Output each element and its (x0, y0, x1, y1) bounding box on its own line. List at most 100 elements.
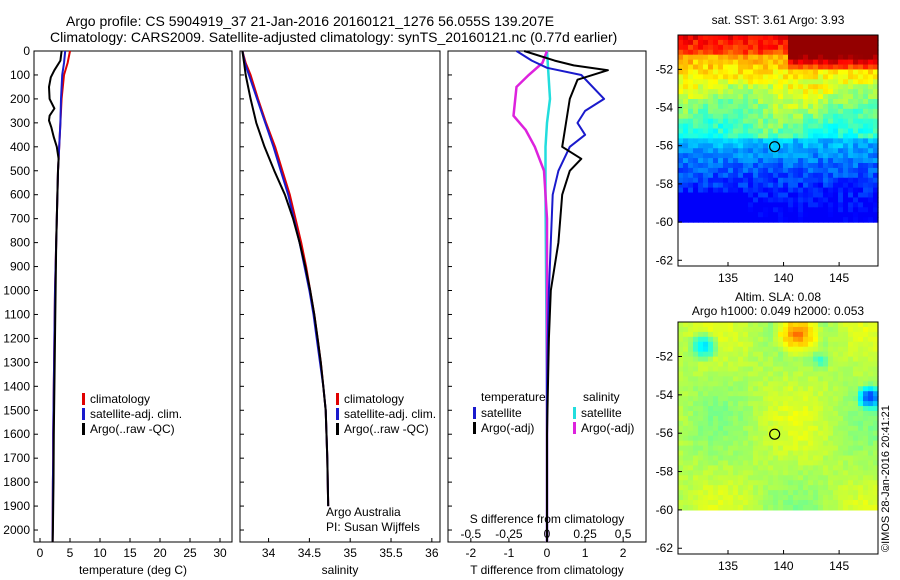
map-cell (723, 381, 729, 387)
map-cell (873, 490, 879, 496)
map-cell (813, 49, 819, 56)
map-cell (848, 326, 854, 333)
map-cell (853, 336, 859, 343)
map-cell (868, 415, 874, 422)
map-cell (873, 470, 879, 476)
map-cell (683, 371, 689, 377)
map-cell (793, 163, 799, 169)
map-cell (833, 128, 839, 135)
map-cell (698, 64, 704, 71)
map-cell (803, 411, 809, 417)
map-cell (748, 197, 754, 203)
map-cell (838, 455, 844, 462)
map-cell (808, 39, 814, 46)
map-cell (823, 35, 829, 41)
map-cell (858, 49, 864, 56)
map-cell (788, 187, 794, 194)
map-cell (698, 79, 704, 85)
map-cell (843, 504, 849, 511)
map-cell (768, 197, 774, 203)
map-cell (858, 445, 864, 452)
map-cell (863, 163, 869, 169)
map-cell (723, 84, 729, 90)
map-cell (833, 381, 839, 387)
map-cell (788, 322, 794, 328)
y-tick-label: 0 (23, 44, 30, 58)
map-cell (773, 366, 779, 373)
map-cell (848, 322, 854, 328)
map-cell (723, 415, 729, 422)
map-cell (818, 455, 824, 462)
map-cell (853, 99, 859, 105)
map-cell (828, 138, 834, 144)
map-cell (863, 485, 869, 491)
map-cell (778, 420, 784, 427)
map-cell (818, 202, 824, 208)
map-cell (723, 202, 729, 208)
map-cell (688, 415, 694, 422)
map-cell (768, 475, 774, 481)
map-cell (718, 455, 724, 462)
map-cell (708, 182, 714, 189)
map-cell (823, 103, 829, 110)
map-cell (778, 113, 784, 120)
map-cell (818, 187, 824, 194)
y-tick-label: 1100 (4, 307, 30, 321)
map-cell (743, 108, 749, 115)
map-cell (793, 361, 799, 368)
map-cell (748, 435, 754, 442)
map-cell (868, 59, 874, 66)
map-cell (803, 108, 809, 115)
map-cell (863, 177, 869, 184)
map-cell (733, 35, 739, 41)
map-cell (868, 366, 874, 373)
map-cell (773, 84, 779, 90)
map-cell (808, 35, 814, 41)
map-cell (848, 177, 854, 184)
map-cell (808, 217, 814, 223)
map-cell (783, 326, 789, 333)
map-cell (873, 167, 879, 174)
map-cell (723, 396, 729, 402)
map-cell (808, 346, 814, 353)
map-cell (783, 207, 789, 213)
map-cell (728, 415, 734, 422)
map-cell (848, 167, 854, 174)
map-cell (828, 331, 834, 338)
map-cell (813, 113, 819, 120)
map-cell (788, 500, 794, 506)
map-cell (788, 103, 794, 110)
map-cell (823, 356, 829, 363)
map-cell (768, 64, 774, 71)
map-cell (753, 148, 759, 154)
map-cell (718, 490, 724, 496)
map-cell (853, 103, 859, 110)
map-cell (703, 84, 709, 90)
map-cell (833, 217, 839, 223)
map-cell (778, 361, 784, 368)
map-cell (863, 59, 869, 66)
map-cell (778, 425, 784, 432)
map-cell (713, 64, 719, 71)
map-cell (858, 54, 864, 61)
map-cell (848, 430, 854, 437)
map-cell (683, 401, 689, 407)
legend-label: satellite-adj. clim. (344, 407, 436, 421)
map-cell (813, 212, 819, 218)
map-cell (753, 346, 759, 353)
map-cell (793, 167, 799, 174)
map-cell (708, 361, 714, 368)
map-cell (798, 182, 804, 189)
map-cell (763, 371, 769, 377)
map-cell (863, 386, 869, 392)
map-cell (763, 326, 769, 333)
map-cell (778, 138, 784, 144)
map-cell (858, 425, 864, 432)
map-cell (813, 217, 819, 223)
map-cell (868, 133, 874, 139)
map-cell (818, 89, 824, 95)
map-cell (688, 177, 694, 184)
map-cell (698, 113, 704, 120)
map-cell (808, 376, 814, 382)
map-cell (843, 336, 849, 343)
